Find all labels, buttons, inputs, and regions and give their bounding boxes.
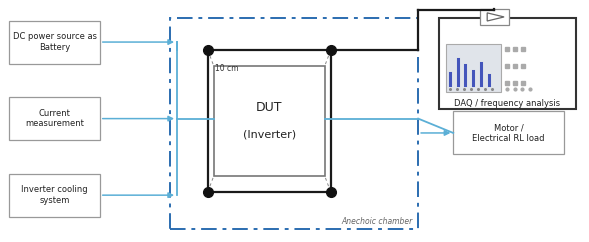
Bar — [9, 97, 100, 140]
Bar — [170, 18, 418, 229]
Bar — [214, 66, 325, 176]
Bar — [479, 8, 509, 25]
Text: DUT: DUT — [256, 101, 283, 114]
Bar — [454, 111, 564, 154]
Text: Anechoic chamber: Anechoic chamber — [341, 217, 412, 226]
Text: Current
measurement: Current measurement — [25, 109, 84, 128]
Text: DC power source as
Battery: DC power source as Battery — [12, 32, 97, 52]
Text: (Inverter): (Inverter) — [243, 129, 296, 139]
Bar — [9, 21, 100, 64]
Text: Motor /
Electrical RL load: Motor / Electrical RL load — [472, 123, 545, 143]
Text: 10 cm: 10 cm — [215, 64, 239, 73]
Text: Inverter cooling
system: Inverter cooling system — [21, 185, 88, 205]
Text: DAQ / frequency analysis: DAQ / frequency analysis — [454, 98, 560, 107]
Bar — [446, 45, 501, 92]
Bar — [9, 174, 100, 217]
Bar — [439, 18, 576, 109]
